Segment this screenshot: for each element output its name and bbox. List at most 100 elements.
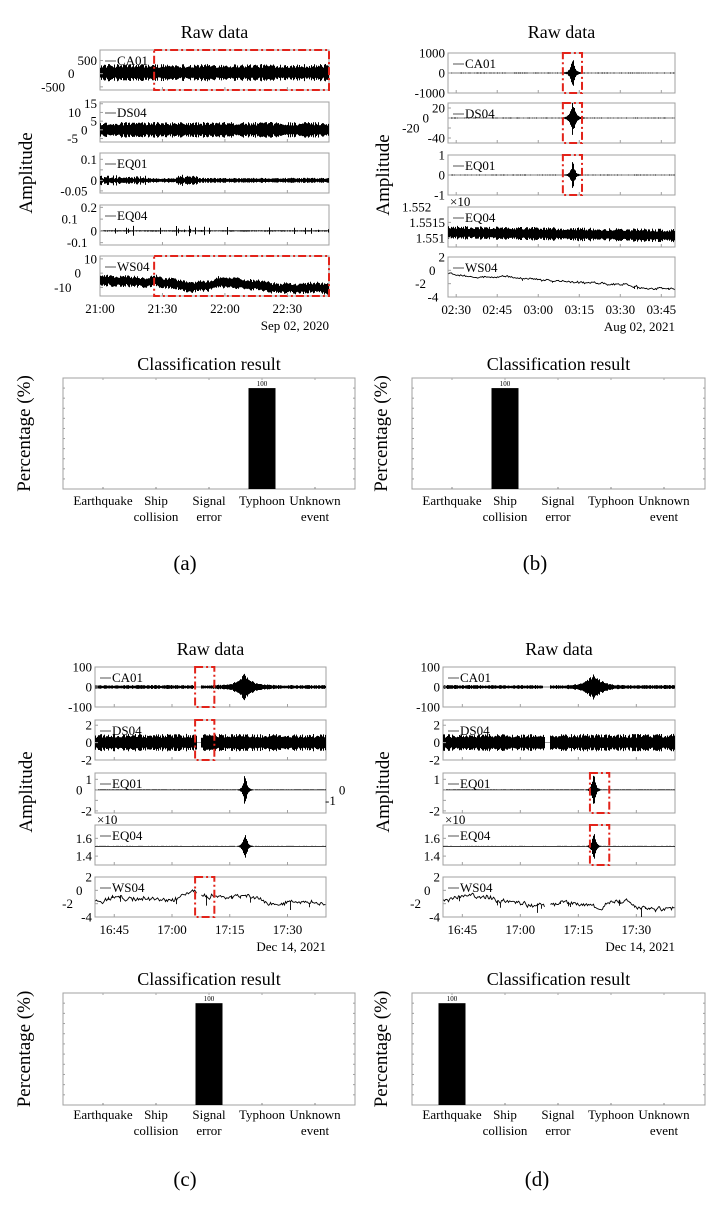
y-tick-label: -2 [410,896,421,911]
y-tick-label: 1.4 [424,849,441,864]
highlight-box [153,49,330,91]
legend-label: EQ04 [465,210,496,225]
y-tick-label: 1.6 [424,831,441,846]
y-tick-label: 0 [91,173,98,188]
legend-label: WS04 [465,260,498,275]
legend-label: EQ04 [112,828,143,843]
date-label: Sep 02, 2020 [261,318,329,333]
legend-label: CA01 [112,670,143,685]
x-tick-label: 16:45 [99,922,129,937]
waveform-CA01 [100,64,329,82]
y-multiplier-label: ×10 [445,812,465,827]
waveform-WS04 [443,892,675,917]
raw-data-title: Raw data [528,22,595,42]
axes-box [94,824,327,866]
highlight-box [194,876,216,918]
highlight-box [588,824,611,866]
subplot-CA01: 100 0 -100 CA01 [416,660,676,715]
highlight-box [194,719,216,761]
y-tick-label: 2 [86,870,93,885]
raw-data-chart: Raw dataAmplitude1000-100CA0120-2DS0410-… [16,639,327,954]
subplot-WS04: 20-2 -4 WS04 [62,870,327,925]
y-tick-label: 1000 [419,46,445,61]
y-tick-label: 1.5515 [409,215,445,230]
waveform-WS04 [448,272,675,291]
y-tick-label: -500 [41,79,65,94]
y-tick-label: 0.2 [81,200,97,215]
amplitude-axis-label: Amplitude [373,134,394,215]
y-tick-label: -2 [429,753,440,768]
category-label: collision [134,509,179,524]
amplitude-axis-label: Amplitude [16,751,37,832]
legend-label: CA01 [465,56,496,71]
y-tick-label: 10 [68,105,81,120]
category-label: Typhoon [588,493,635,508]
legend-label: CA01 [460,670,491,685]
highlight-box [194,666,216,708]
classification-chart: Classification result Percentage (%) Earth… [14,354,356,524]
category-label: collision [483,1123,528,1138]
waveform-EQ04 [95,835,326,858]
x-tick-label: 22:00 [210,301,240,316]
y-tick-label: 20 [432,101,445,116]
panel-label: (d) [525,1167,550,1191]
category-label: event [650,1123,679,1138]
y-tick-label: -1 [434,188,445,203]
y-tick-label: 5 [91,114,98,129]
category-label: Signal [541,493,575,508]
category-label: Typhoon [239,1107,286,1122]
axes-box [442,772,676,814]
category-label: Unknown [638,493,690,508]
percentage-axis-label: Percentage (%) [371,375,392,492]
date-label: Aug 02, 2021 [604,319,675,334]
category-label: collision [483,509,528,524]
x-tick-label: 03:00 [523,302,553,317]
y-tick-label: 0 [81,122,88,137]
y-tick-label: 0.1 [62,212,78,227]
legend-label: WS04 [112,880,145,895]
subplot-WS04: 20-2 -4 WS04 [410,870,676,925]
y-tick-label: 1.551 [416,230,445,245]
category-label: Earthquake [73,493,132,508]
y-tick-label: -100 [68,700,92,715]
waveform-EQ04 [448,225,675,243]
x-tick-label: 17:00 [506,922,536,937]
y-tick-label: -0.05 [60,183,87,198]
y-tick-label: -0.1 [67,235,88,250]
x-tick-label: 21:00 [85,301,115,316]
classification-chart: Classification result Percentage (%) 100 Ea… [371,969,706,1138]
category-label: Unknown [638,1107,690,1122]
panel-c: Raw dataAmplitude1000-100CA0120-2DS0410-… [14,639,356,1191]
category-label: Typhoon [239,493,286,508]
highlight-box [561,102,584,144]
category-label: Ship [144,493,168,508]
legend-label: EQ01 [460,776,490,791]
y-tick-label: 0 [68,66,75,81]
subplot-DS04: 2 0 -2 DS04 [81,718,327,768]
y-tick-label: -2 [81,803,92,818]
category-label: Earthquake [73,1107,132,1122]
waveform-WS04 [95,889,326,910]
x-tick-label: 03:30 [605,302,635,317]
category-label: error [196,1123,222,1138]
subplot-EQ01: 1 0-1 -2 EQ01 [325,772,676,818]
y-tick-label: 0.1 [81,152,97,167]
category-label: Typhoon [588,1107,635,1122]
y-tick-label: -10 [54,280,71,295]
category-label: Signal [192,493,226,508]
classification-title: Classification result [137,354,280,374]
x-tick-label: 21:30 [148,301,178,316]
subplot-EQ01: 1 0 -1 EQ01 [434,148,676,203]
category-label: Ship [493,493,517,508]
category-label: error [196,509,222,524]
x-tick-label: 17:15 [215,922,245,937]
x-tick-label: 17:15 [564,922,594,937]
y-tick-label: 0 [76,782,83,797]
y-tick-label: -100 [416,700,440,715]
raw-data-title: Raw data [525,639,592,659]
classification-title: Classification result [487,969,630,989]
